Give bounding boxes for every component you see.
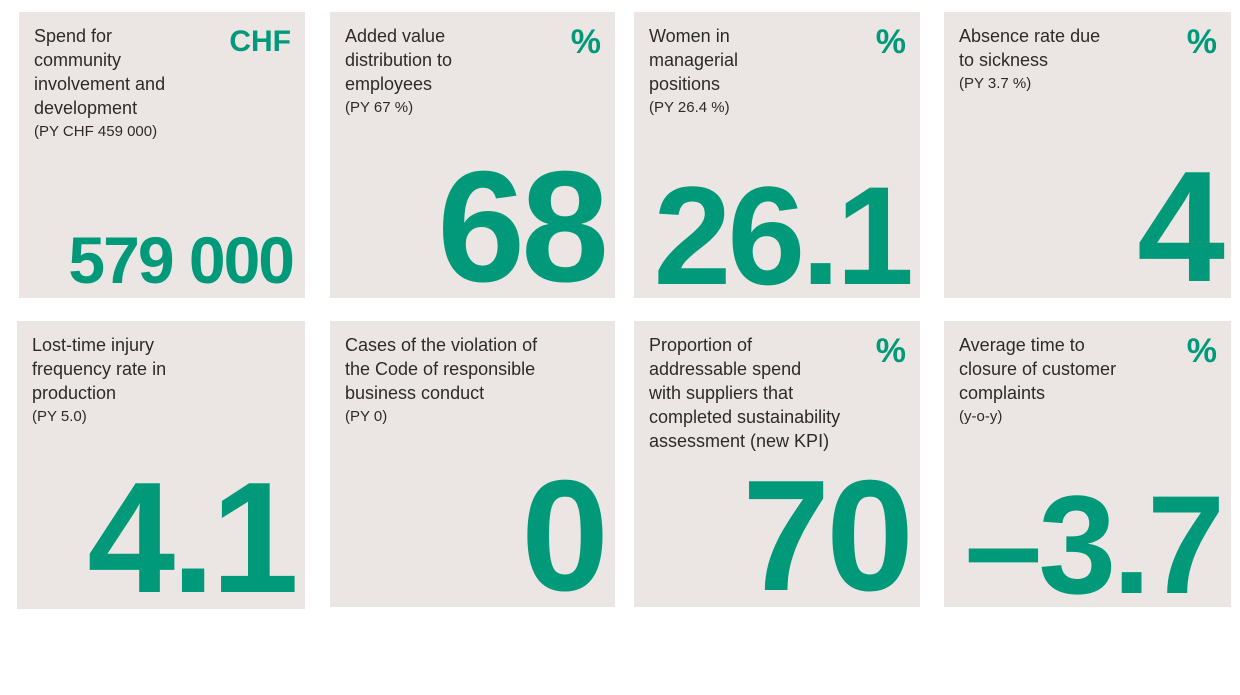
kpi-unit: % [875,23,906,61]
kpi-prior-year: (PY CHF 459 000) [34,123,158,140]
kpi-unit: % [1186,23,1217,61]
kpi-card-code-violations: Cases of the violation of the Code of re… [330,321,615,615]
kpi-label: Proportion of addressable spend with sup… [649,335,841,451]
kpi-label: Spend for community involvement and deve… [34,24,165,144]
kpi-card-women-managers: Women in managerial positions (PY 26.4 %)… [634,12,920,306]
kpi-value: 0 [521,448,609,624]
kpi-value: 579 000 [68,223,295,297]
kpi-card-community-spend: Spend for community involvement and deve… [19,12,305,298]
kpi-label: Lost-time injury frequency rate in produ… [32,333,166,429]
kpi-label: Women in managerial positions (PY 26.4 %) [649,24,738,120]
kpi-prior-year: (y-o-y) [959,408,1003,425]
kpi-value: 26.1 [653,157,914,314]
kpi-card-absence-rate: Absence rate due to sickness (PY 3.7 %) %… [944,12,1231,306]
kpi-card-supplier-assessment: Proportion of addressable spend with sup… [634,321,920,615]
kpi-prior-year: (PY 67 %) [345,99,414,116]
kpi-value: 70 [742,448,914,624]
kpi-label: Absence rate due to sickness (PY 3.7 %) [959,24,1100,96]
kpi-label: Added value distribution to employees (PY… [345,24,452,120]
kpi-value: 4.1 [87,450,299,626]
kpi-unit: % [570,23,601,61]
kpi-unit: CHF [229,25,291,58]
kpi-label: Cases of the violation of the Code of re… [345,333,537,429]
kpi-card-complaint-closure: Average time to closure of customer comp… [944,321,1231,615]
kpi-card-added-value: Added value distribution to employees (PY… [330,12,615,306]
kpi-label: Average time to closure of customer comp… [959,333,1116,429]
kpi-value: 68 [437,139,609,315]
kpi-unit: % [1186,332,1217,370]
kpi-prior-year: (PY 26.4 %) [649,99,730,116]
kpi-value: 4 [1137,139,1225,315]
kpi-unit: % [875,332,906,370]
kpi-prior-year: (PY 5.0) [32,408,87,425]
kpi-card-injury-rate: Lost-time injury frequency rate in produ… [17,321,305,617]
kpi-prior-year: (PY 0) [345,408,388,425]
kpi-prior-year: (PY 3.7 %) [959,75,1032,92]
kpi-value: –3.7 [964,466,1225,623]
